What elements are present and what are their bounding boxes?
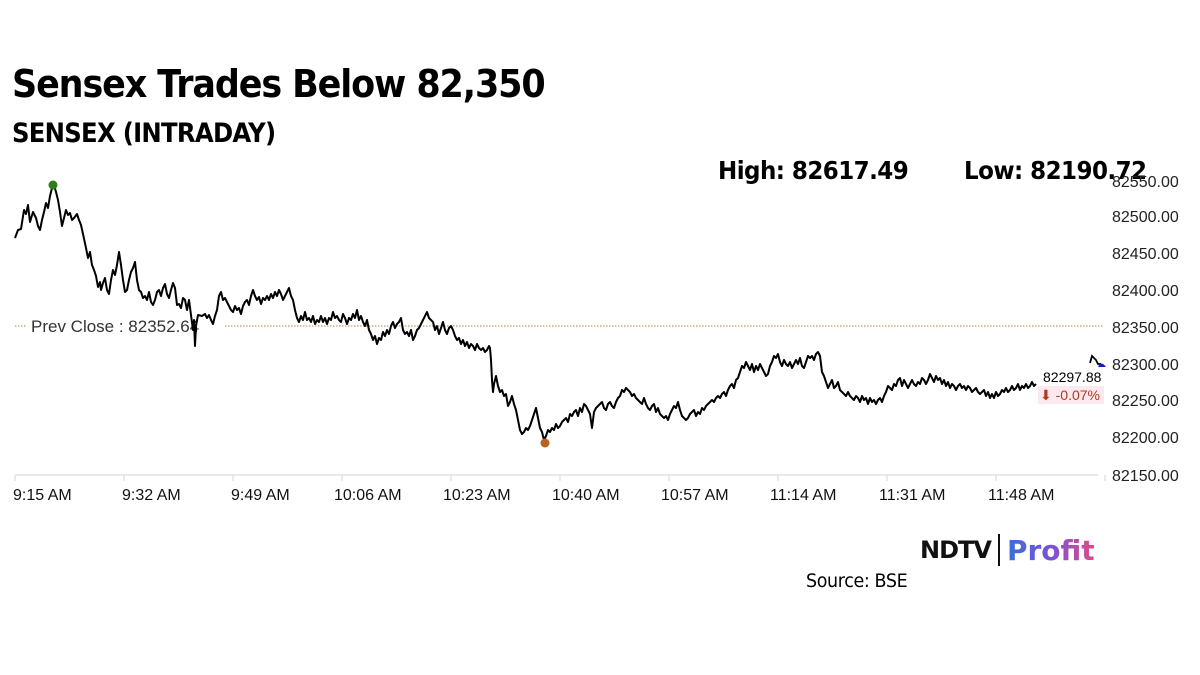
price-line bbox=[14, 184, 1037, 441]
high-stat: High: 82617.49 bbox=[718, 156, 909, 185]
prev-close-label: Prev Close : 82352.64 bbox=[31, 317, 199, 336]
y-axis-labels: 82550.00 82500.00 82450.00 82400.00 8235… bbox=[1112, 174, 1179, 485]
x-tick-label: 10:40 AM bbox=[552, 487, 620, 504]
last-change: ⬇ -0.07% bbox=[1040, 387, 1100, 403]
x-tick-label: 11:48 AM bbox=[988, 487, 1054, 504]
y-tick-label: 82550.00 bbox=[1112, 174, 1179, 191]
ndtv-profit-logo: NDTV Profit bbox=[920, 532, 1095, 568]
source-note: Source: BSE bbox=[806, 570, 908, 592]
high-marker bbox=[48, 180, 58, 190]
y-tick-label: 82250.00 bbox=[1112, 393, 1179, 410]
logo-divider bbox=[997, 534, 1000, 566]
x-tick-label: 9:15 AM bbox=[13, 487, 72, 504]
y-tick-label: 82500.00 bbox=[1112, 209, 1179, 226]
last-value: 82297.88 bbox=[1043, 369, 1102, 385]
x-tick-label: 9:49 AM bbox=[231, 487, 290, 504]
x-tick-label: 11:14 AM bbox=[770, 487, 836, 504]
prev-close-label-bg bbox=[26, 315, 224, 337]
low-marker bbox=[540, 438, 550, 448]
y-tick-label: 82300.00 bbox=[1112, 357, 1179, 374]
y-tick-label: 82450.00 bbox=[1112, 246, 1179, 263]
intraday-chart: Prev Close : 82352.64 82297.88 ⬇ -0.07% … bbox=[13, 174, 1179, 504]
last-change-bg bbox=[1038, 386, 1104, 404]
low-stat: Low: 82190.72 bbox=[964, 156, 1147, 185]
x-tick-label: 10:23 AM bbox=[443, 487, 511, 504]
y-tick-label: 82400.00 bbox=[1112, 283, 1179, 300]
price-line-tail bbox=[1089, 354, 1101, 365]
x-tick-label: 11:31 AM bbox=[879, 487, 945, 504]
x-tick-label: 10:06 AM bbox=[334, 487, 402, 504]
x-tick-label: 9:32 AM bbox=[122, 487, 181, 504]
y-tick-label: 82150.00 bbox=[1112, 468, 1179, 485]
headline: Sensex Trades Below 82,350 bbox=[12, 62, 546, 106]
x-tick-label: 10:57 AM bbox=[661, 487, 729, 504]
x-axis-ticks bbox=[14, 475, 1106, 481]
ndtv-wordmark: NDTV bbox=[920, 536, 992, 564]
y-tick-label: 82350.00 bbox=[1112, 320, 1179, 337]
profit-wordmark: Profit bbox=[1006, 533, 1095, 567]
last-marker bbox=[1098, 363, 1106, 367]
chart-subtitle: SENSEX (INTRADAY) bbox=[12, 118, 276, 149]
x-axis-labels: 9:15 AM 9:32 AM 9:49 AM 10:06 AM 10:23 A… bbox=[13, 487, 1054, 504]
y-tick-label: 82200.00 bbox=[1112, 430, 1179, 447]
